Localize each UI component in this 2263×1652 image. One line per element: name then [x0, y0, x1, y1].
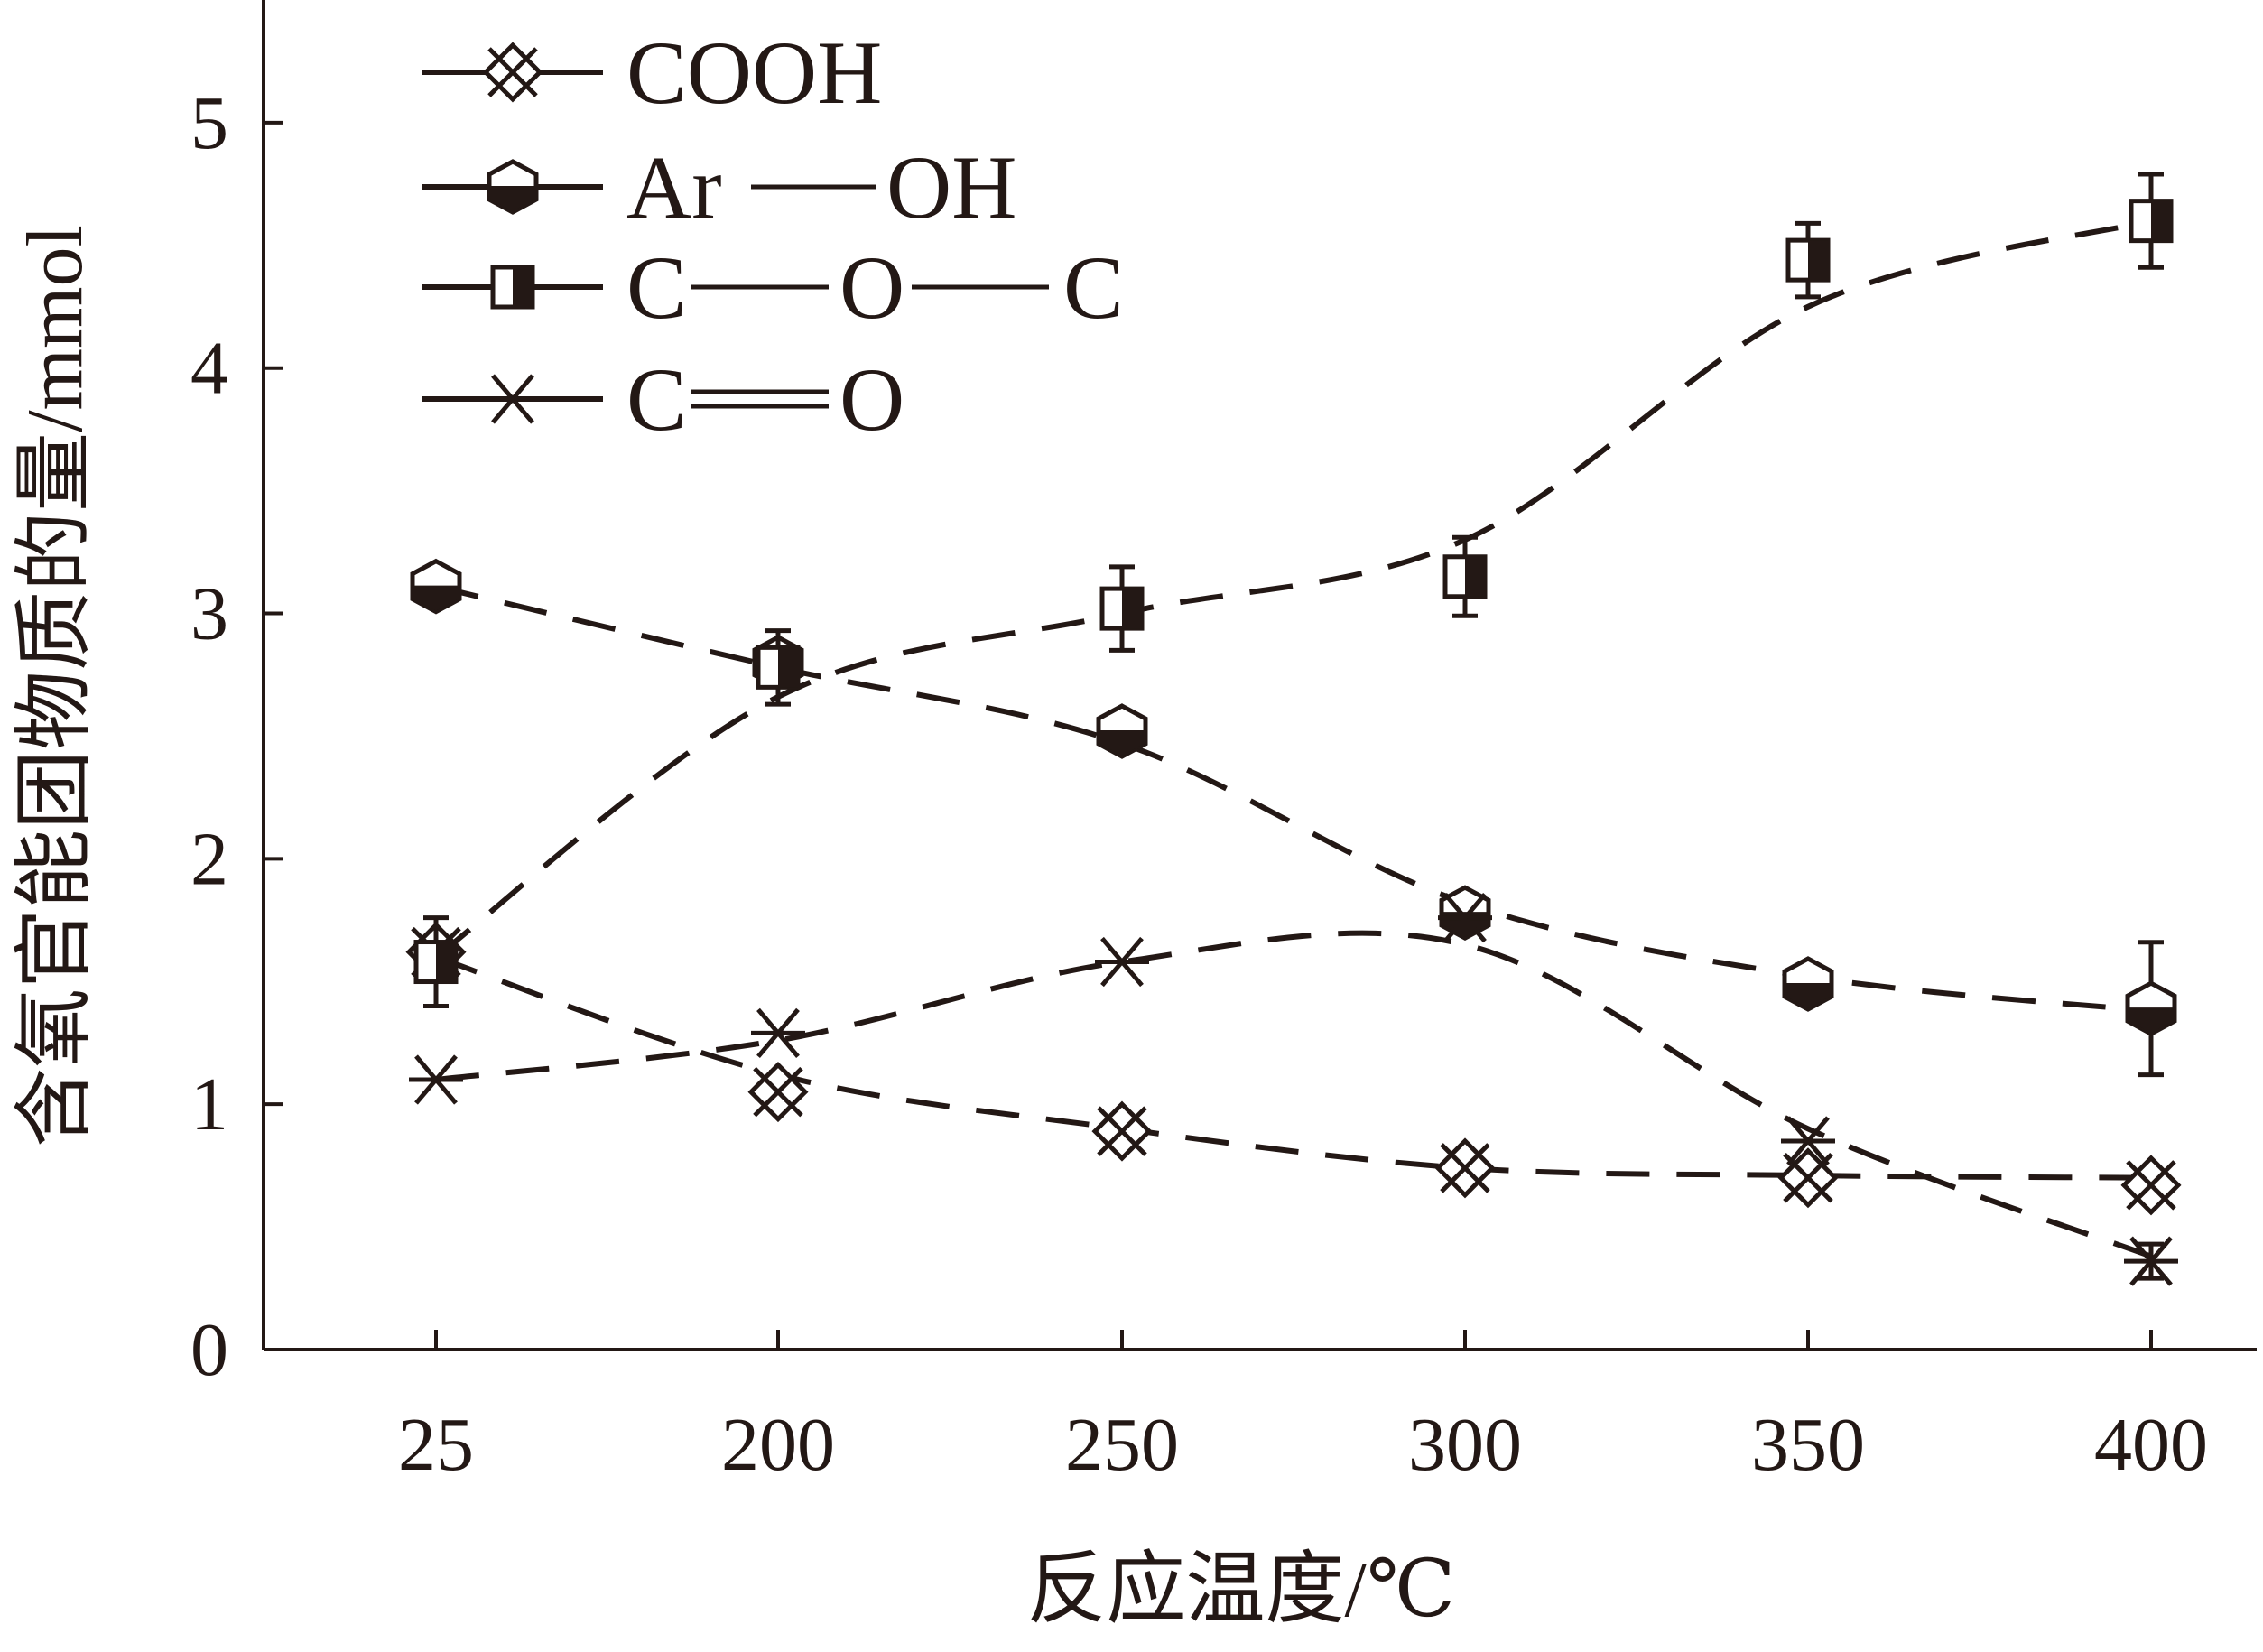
curve-half-filled-hexagon — [435, 583, 2152, 1014]
data-point-asterisk — [409, 1054, 463, 1105]
marker-square-fill — [2151, 200, 2171, 241]
data-point-crossed-diamond — [747, 1062, 809, 1123]
data-point-half-filled-square — [413, 940, 459, 985]
marker-hexagon-fill — [488, 186, 537, 214]
legend-marker-half-filled-hexagon — [487, 159, 539, 215]
data-point-asterisk — [2124, 1236, 2178, 1286]
data-point-half-filled-hexagon — [1782, 956, 1834, 1012]
legend-label: O — [839, 237, 904, 338]
curve-crossed-diamond — [435, 954, 2152, 1181]
marker-hexagon-fill — [412, 585, 460, 613]
marker-star-b — [491, 374, 534, 424]
data-point-half-filled-square — [1442, 554, 1488, 599]
marker-square-fill — [1808, 240, 1828, 281]
x-tick-label: 300 — [1408, 1403, 1522, 1487]
data-point-asterisk — [1438, 892, 1492, 943]
data-point-crossed-diamond — [1091, 1100, 1153, 1162]
curves — [434, 218, 2153, 1259]
data-marks — [405, 172, 2182, 1286]
marker-cross-b — [753, 1066, 803, 1118]
axes: 0 1 2 3 4 5 25 200 250 300 350 400 — [190, 0, 2257, 1487]
y-tick-label: 0 — [190, 1308, 228, 1392]
legend-item: Ar OH — [422, 137, 1016, 237]
x-tick-label: 350 — [1751, 1403, 1865, 1487]
y-tick-label: 5 — [190, 81, 228, 165]
legend-marker-crossed-diamond — [482, 42, 543, 103]
data-point-asterisk — [751, 1007, 805, 1058]
marker-star-b — [414, 1054, 458, 1105]
marker-hexagon-fill — [2127, 1007, 2175, 1035]
legend-marker-half-filled-square — [490, 265, 535, 310]
y-tick-label: 3 — [190, 572, 228, 656]
y-axis-title: 含氧官能团物质的量/mmol — [12, 225, 99, 1147]
data-point-asterisk — [1781, 1116, 1835, 1166]
marker-star-b — [2129, 1236, 2173, 1286]
legend-item: COOH — [422, 23, 882, 123]
marker-cross-b — [2126, 1160, 2176, 1211]
y-tick-label: 2 — [190, 817, 228, 901]
data-point-crossed-diamond — [2120, 1155, 2182, 1216]
legend-label: C — [1063, 237, 1124, 338]
marker-cross-b — [1097, 1106, 1147, 1156]
x-tick-label: 25 — [398, 1403, 474, 1487]
legend-label: O — [839, 349, 904, 450]
data-point-half-filled-hexagon — [2125, 980, 2177, 1037]
x-tick-label: 250 — [1065, 1403, 1179, 1487]
y-tick-label: 1 — [190, 1063, 228, 1146]
curve-half-filled-square — [434, 218, 2152, 960]
data-point-half-filled-square — [756, 645, 801, 690]
marker-square-fill — [1465, 556, 1485, 597]
marker-hexagon-fill — [1784, 982, 1832, 1011]
marker-star-b — [756, 1007, 800, 1058]
legend-marker-asterisk — [486, 374, 540, 424]
marker-star-b — [1443, 892, 1487, 943]
data-point-half-filled-square — [1099, 586, 1145, 631]
curve-asterisk — [435, 930, 2153, 1259]
marker-star-b — [1786, 1116, 1830, 1166]
data-point-crossed-diamond — [1777, 1147, 1839, 1209]
data-point-asterisk — [1095, 936, 1149, 988]
data-point-half-filled-hexagon — [410, 558, 462, 615]
marker-square-fill — [513, 267, 533, 307]
marker-cross-b — [1440, 1143, 1490, 1193]
legend-label: COOH — [626, 23, 882, 123]
legend-label: OH — [886, 137, 1016, 237]
y-tick-label: 4 — [190, 327, 228, 411]
legend-label: Ar — [626, 137, 722, 237]
legend-label: C — [626, 237, 687, 338]
marker-hexagon-fill — [1098, 730, 1146, 758]
data-point-half-filled-hexagon — [1096, 703, 1148, 759]
marker-square-fill — [436, 942, 456, 982]
x-tick-label: 400 — [2094, 1403, 2208, 1487]
data-point-crossed-diamond — [1434, 1137, 1496, 1199]
data-point-half-filled-square — [2129, 199, 2174, 244]
data-point-half-filled-square — [1785, 237, 1831, 283]
x-axis-title: 反应温度/℃ — [1027, 1546, 1456, 1634]
legend-label: C — [626, 349, 687, 450]
marker-square-fill — [778, 647, 798, 688]
x-tick-label: 200 — [721, 1403, 835, 1487]
marker-cross-b — [487, 47, 538, 97]
marker-star-b — [1100, 936, 1144, 988]
marker-square-fill — [1122, 589, 1142, 629]
